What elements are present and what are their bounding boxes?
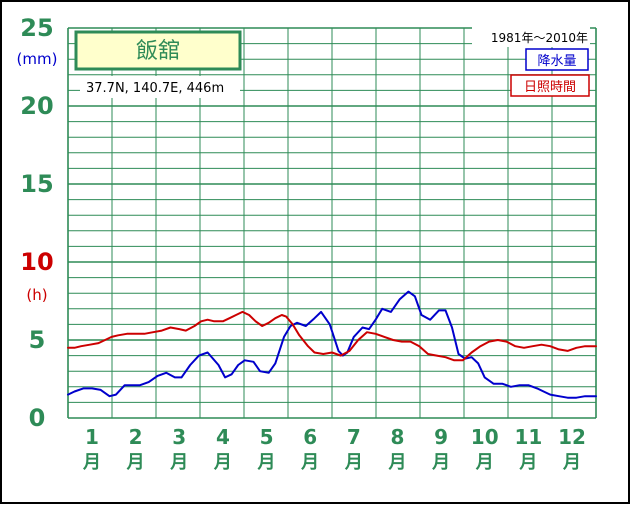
x-tick-month-number: 2 [129,425,143,449]
station-location-bg [80,76,240,98]
y-tick-label: 20 [20,92,53,120]
x-tick-month-unit: 月 [518,452,537,473]
y-tick-label: 5 [29,326,46,354]
x-tick-month-number: 4 [216,425,230,449]
y-tick-label: 0 [29,404,46,432]
x-tick-month-number: 11 [514,425,542,449]
x-tick-month-unit: 月 [213,452,232,473]
legend-precipitation-box [525,48,589,71]
x-tick-month-number: 9 [434,425,448,449]
x-tick-month-unit: 月 [387,452,406,473]
x-tick-month-number: 5 [260,425,274,449]
station-name: 飯舘 [136,39,180,64]
station-location: 37.7N, 140.7E, 446m [86,81,224,96]
sunshine-unit-label: (h) [26,286,47,304]
x-tick-month-unit: 月 [82,452,101,473]
x-tick-month-unit: 月 [431,452,450,473]
x-tick-month-number: 1 [85,425,99,449]
x-tick-month-number: 3 [172,425,186,449]
series-group [67,290,597,399]
x-tick-month-unit: 月 [257,452,276,473]
precipitation-line [67,290,597,399]
station-name-box [74,30,242,71]
period-label-bg [472,27,590,47]
legend: 降水量 日照時間 [510,48,590,97]
x-tick-month-number: 12 [558,425,586,449]
period-label: 1981年〜2010年 [491,31,588,45]
x-tick-month-number: 6 [303,425,317,449]
x-tick-month-unit: 月 [126,452,145,473]
legend-sunshine-box [510,74,590,97]
x-tick-month-number: 10 [471,425,499,449]
x-axis: 1 月 2 月 3 月 4 月 5 月 6 月 7 月 8 月 9 月 10 月 11 月 12 月 [82,425,586,473]
x-tick-month-unit: 月 [344,452,363,473]
precip-unit-label: (mm) [17,50,58,68]
y-tick-label: 15 [20,170,53,198]
x-tick-month-number: 8 [390,425,404,449]
x-tick-month-unit: 月 [562,452,581,473]
x-tick-month-unit: 月 [300,452,319,473]
legend-precipitation-label: 降水量 [537,54,576,69]
x-tick-month-unit: 月 [169,452,188,473]
y-tick-label: 25 [20,14,53,42]
y-tick-label: 10 [20,248,53,276]
grid [67,27,597,419]
x-tick-month-unit: 月 [475,452,494,473]
x-tick-month-number: 7 [347,425,361,449]
y-axis: 0 5 10 15 20 25 [20,14,53,432]
legend-sunshine-label: 日照時間 [524,80,576,95]
sunshine-line [67,310,597,362]
